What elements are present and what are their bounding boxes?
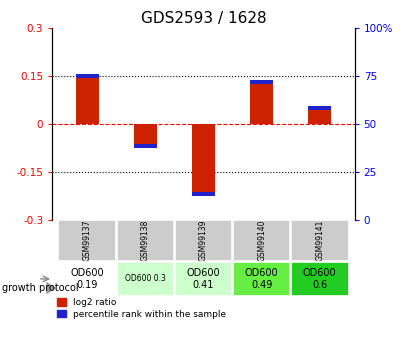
Text: OD600
0.6: OD600 0.6 <box>303 268 337 290</box>
Bar <box>58 262 116 296</box>
Bar <box>116 262 174 296</box>
Text: OD600
0.41: OD600 0.41 <box>187 268 220 290</box>
Bar <box>192 192 215 196</box>
Text: growth protocol: growth protocol <box>2 283 79 293</box>
Bar <box>175 262 232 296</box>
Bar <box>116 220 174 261</box>
Bar <box>58 220 116 261</box>
Legend: log2 ratio, percentile rank within the sample: log2 ratio, percentile rank within the s… <box>57 298 226 319</box>
Text: GSM99140: GSM99140 <box>257 220 266 261</box>
Text: GSM99137: GSM99137 <box>83 220 92 261</box>
Bar <box>233 220 291 261</box>
Text: OD600
0.49: OD600 0.49 <box>245 268 278 290</box>
Bar <box>233 262 291 296</box>
Bar <box>250 80 273 124</box>
Text: GSM99139: GSM99139 <box>199 220 208 261</box>
Text: OD600 0.3: OD600 0.3 <box>125 274 166 284</box>
Bar <box>76 74 99 78</box>
Bar <box>291 262 349 296</box>
Bar <box>308 106 331 124</box>
Bar <box>134 124 157 148</box>
Polygon shape <box>46 282 56 294</box>
Bar <box>175 220 232 261</box>
Text: OD600
0.19: OD600 0.19 <box>71 268 104 290</box>
Bar <box>76 74 99 124</box>
Bar <box>134 144 157 148</box>
Bar <box>291 220 349 261</box>
Text: GSM99138: GSM99138 <box>141 220 150 261</box>
Bar <box>308 106 331 110</box>
Title: GDS2593 / 1628: GDS2593 / 1628 <box>141 11 266 27</box>
Bar <box>250 80 273 84</box>
Text: GSM99141: GSM99141 <box>315 220 324 261</box>
Bar <box>192 124 215 196</box>
